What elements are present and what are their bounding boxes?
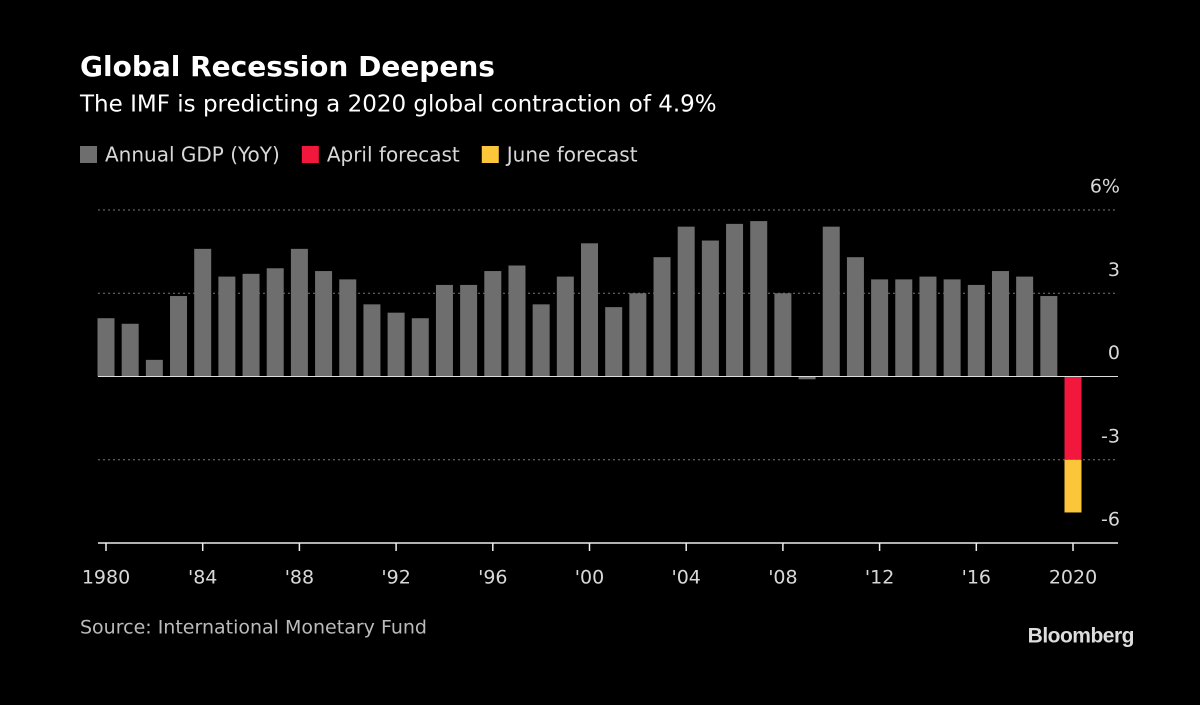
bar: [556, 276, 574, 377]
bar: [677, 226, 695, 377]
x-tick-label: '16: [962, 567, 991, 589]
bar: [121, 323, 139, 377]
x-tick-label: '84: [188, 567, 217, 589]
bar: [774, 293, 792, 377]
y-tick-label: -3: [1101, 425, 1120, 447]
y-tick-label: -6: [1101, 509, 1120, 531]
bar: [701, 240, 719, 377]
x-tick-label: '88: [285, 567, 314, 589]
bar: [846, 257, 864, 377]
bar: [460, 284, 478, 377]
bar: [1016, 276, 1034, 377]
x-tick-label: '12: [865, 567, 894, 589]
bar: [581, 243, 598, 377]
bar: [967, 284, 985, 377]
bar: [363, 304, 381, 377]
bar: [871, 279, 889, 377]
source: Source: International Monetary Fund: [80, 617, 427, 639]
bar: [315, 271, 333, 377]
bar: [411, 318, 429, 377]
legend-swatch: [80, 146, 97, 163]
bar: [170, 296, 188, 377]
bar: [508, 265, 526, 377]
x-tick-label: '04: [671, 567, 700, 589]
x-tick-label: '96: [478, 567, 507, 589]
y-tick-label: 3: [1108, 259, 1120, 281]
bar: [1064, 459, 1082, 513]
bar: [750, 221, 768, 377]
bar: [895, 279, 913, 377]
legend-swatch: [481, 146, 499, 163]
brand: Bloomberg: [1028, 625, 1134, 648]
bar: [387, 312, 405, 377]
bar: [822, 226, 840, 377]
bar: [532, 304, 550, 377]
x-tick-label: '00: [575, 567, 604, 589]
y-tick-label: 6%: [1090, 176, 1120, 198]
bar: [218, 276, 236, 377]
bar: [97, 318, 115, 377]
chart-title: Global Recession Deepens: [80, 50, 495, 83]
bar: [242, 273, 260, 377]
bar: [943, 279, 961, 377]
bar: [653, 257, 671, 377]
bar: [435, 284, 453, 377]
legend-swatch: [301, 146, 319, 163]
bar: [919, 276, 937, 377]
bar: [339, 279, 357, 377]
x-tick-label: 1980: [82, 567, 130, 589]
bar: [1040, 296, 1058, 377]
x-tick-label: 2020: [1049, 567, 1097, 589]
bar: [266, 268, 284, 377]
bar: [484, 271, 502, 377]
bar: [290, 248, 308, 377]
bar: [605, 307, 623, 377]
bar: [1064, 376, 1082, 460]
bar: [798, 376, 816, 380]
y-tick-label: 0: [1108, 342, 1120, 364]
legend-label: June forecast: [505, 143, 638, 167]
bar: [991, 271, 1009, 377]
bar: [194, 248, 212, 377]
legend-label: April forecast: [327, 143, 460, 167]
legend-label: Annual GDP (YoY): [105, 143, 280, 167]
bar: [629, 293, 647, 377]
bar: [726, 223, 744, 377]
x-tick-label: '92: [381, 567, 410, 589]
x-tick-label: '08: [768, 567, 797, 589]
bar: [145, 359, 163, 377]
chart-subtitle: The IMF is predicting a 2020 global cont…: [79, 92, 717, 118]
